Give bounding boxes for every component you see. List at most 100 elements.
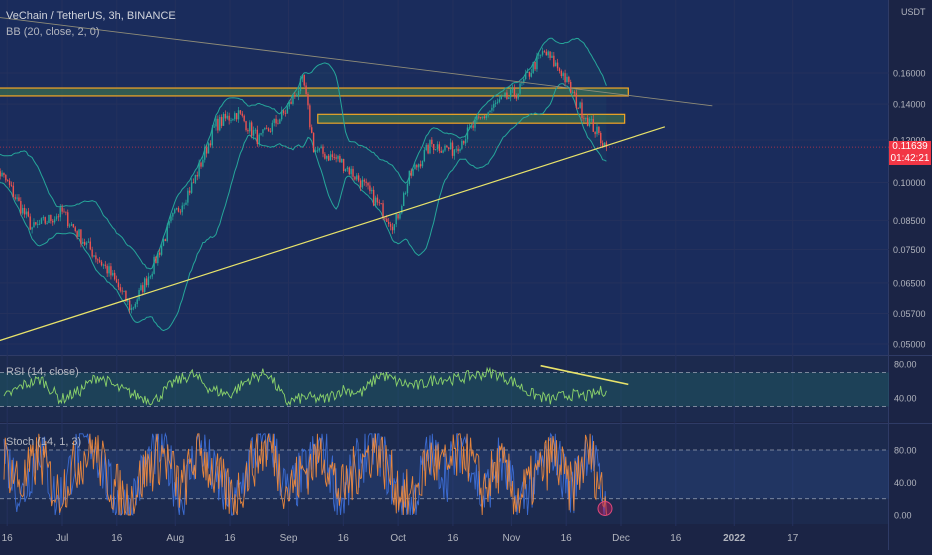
candle-body <box>168 221 170 226</box>
candle-body <box>144 278 146 293</box>
candle-body <box>489 110 491 113</box>
candle-body <box>115 279 118 283</box>
candle-body <box>545 51 548 56</box>
candle-body <box>134 304 137 308</box>
candle-body <box>281 110 283 120</box>
candle-body <box>290 101 292 104</box>
candle-body <box>523 79 525 83</box>
candle-body <box>288 101 290 107</box>
price-tick-label: 0.14000 <box>893 100 926 110</box>
candle-body <box>78 229 80 237</box>
candle-body <box>406 183 409 194</box>
candle-body <box>436 144 439 150</box>
rsi-pane[interactable] <box>0 356 889 422</box>
candle-body <box>513 88 516 96</box>
candle-body <box>594 131 596 135</box>
time-tick-label: Oct <box>390 533 406 544</box>
trend-lines[interactable] <box>0 15 713 344</box>
candle-body <box>53 219 56 223</box>
candle-body <box>112 272 114 276</box>
candle-body <box>138 290 140 300</box>
stoch-d-line <box>3 433 607 516</box>
candle-body <box>312 132 315 152</box>
candle-body <box>478 116 480 118</box>
candle-body <box>213 126 215 128</box>
candle-body <box>342 158 345 172</box>
candle-body <box>252 130 255 136</box>
candle-body <box>339 156 341 163</box>
candle-body <box>260 133 262 135</box>
oversold-marker <box>597 501 613 516</box>
candle-body <box>346 167 349 170</box>
candle-body <box>98 260 101 262</box>
candle-body <box>37 223 39 225</box>
candle-body <box>442 150 444 153</box>
candle-body <box>82 241 84 244</box>
candle-body <box>586 117 589 126</box>
candle-body <box>22 207 24 214</box>
candle-body <box>322 146 324 154</box>
rsi-band <box>0 372 889 407</box>
candle-body <box>273 118 275 123</box>
time-tick-label: 2022 <box>723 533 746 544</box>
time-tick-label: 16 <box>2 533 14 544</box>
candle-body <box>380 203 382 204</box>
candle-body <box>33 222 35 228</box>
candle-body <box>23 207 26 215</box>
candle-body <box>600 132 602 144</box>
candle-body <box>485 115 487 119</box>
candle-body <box>511 88 514 90</box>
candle-body <box>166 225 168 241</box>
rsi-line <box>3 366 607 407</box>
candle-body <box>91 249 93 257</box>
price-axis[interactable] <box>889 0 932 550</box>
candle-body <box>506 92 508 99</box>
candle-body <box>487 112 489 116</box>
candle-body <box>494 102 497 104</box>
candle-body <box>5 175 7 181</box>
candle-body <box>453 149 456 156</box>
candle-body <box>282 110 285 114</box>
candle-body <box>459 148 461 152</box>
price-pane[interactable] <box>0 0 889 355</box>
candle-body <box>427 144 429 154</box>
candle-body <box>425 144 427 151</box>
resistance-zones[interactable] <box>0 87 629 124</box>
candle-body <box>164 239 167 241</box>
candle-body <box>155 256 157 264</box>
candle-body <box>519 83 521 94</box>
candle-body <box>329 154 332 161</box>
candle-body <box>57 216 60 218</box>
candle-body <box>102 264 105 266</box>
candle-body <box>401 205 403 214</box>
candle-body <box>601 143 604 147</box>
candle-body <box>463 140 465 144</box>
candle-body <box>389 223 392 227</box>
price-tick-label: 0.08500 <box>893 216 926 226</box>
candle-body <box>27 211 30 217</box>
candle-body <box>369 185 371 192</box>
candle-body <box>451 142 454 156</box>
candle-body <box>491 107 493 111</box>
candle-body <box>464 139 467 144</box>
candle-body <box>440 150 442 153</box>
candle-body <box>224 113 227 119</box>
candle-body <box>110 266 112 276</box>
candle-body <box>301 74 304 79</box>
candle-body <box>196 175 198 177</box>
rsi-series <box>3 364 629 407</box>
resistance-zone <box>0 87 629 97</box>
time-axis[interactable] <box>0 526 889 550</box>
bollinger-fill <box>0 38 607 331</box>
resistance-zone <box>317 113 626 124</box>
rsi-band-fill <box>0 372 889 407</box>
candle-body <box>175 208 178 210</box>
candle-body <box>230 120 232 121</box>
candle-body <box>76 231 78 237</box>
candle-body <box>592 118 594 132</box>
stoch-tick-label: 0.00 <box>894 511 912 521</box>
candle-body <box>541 51 544 55</box>
candle-body <box>50 214 52 221</box>
